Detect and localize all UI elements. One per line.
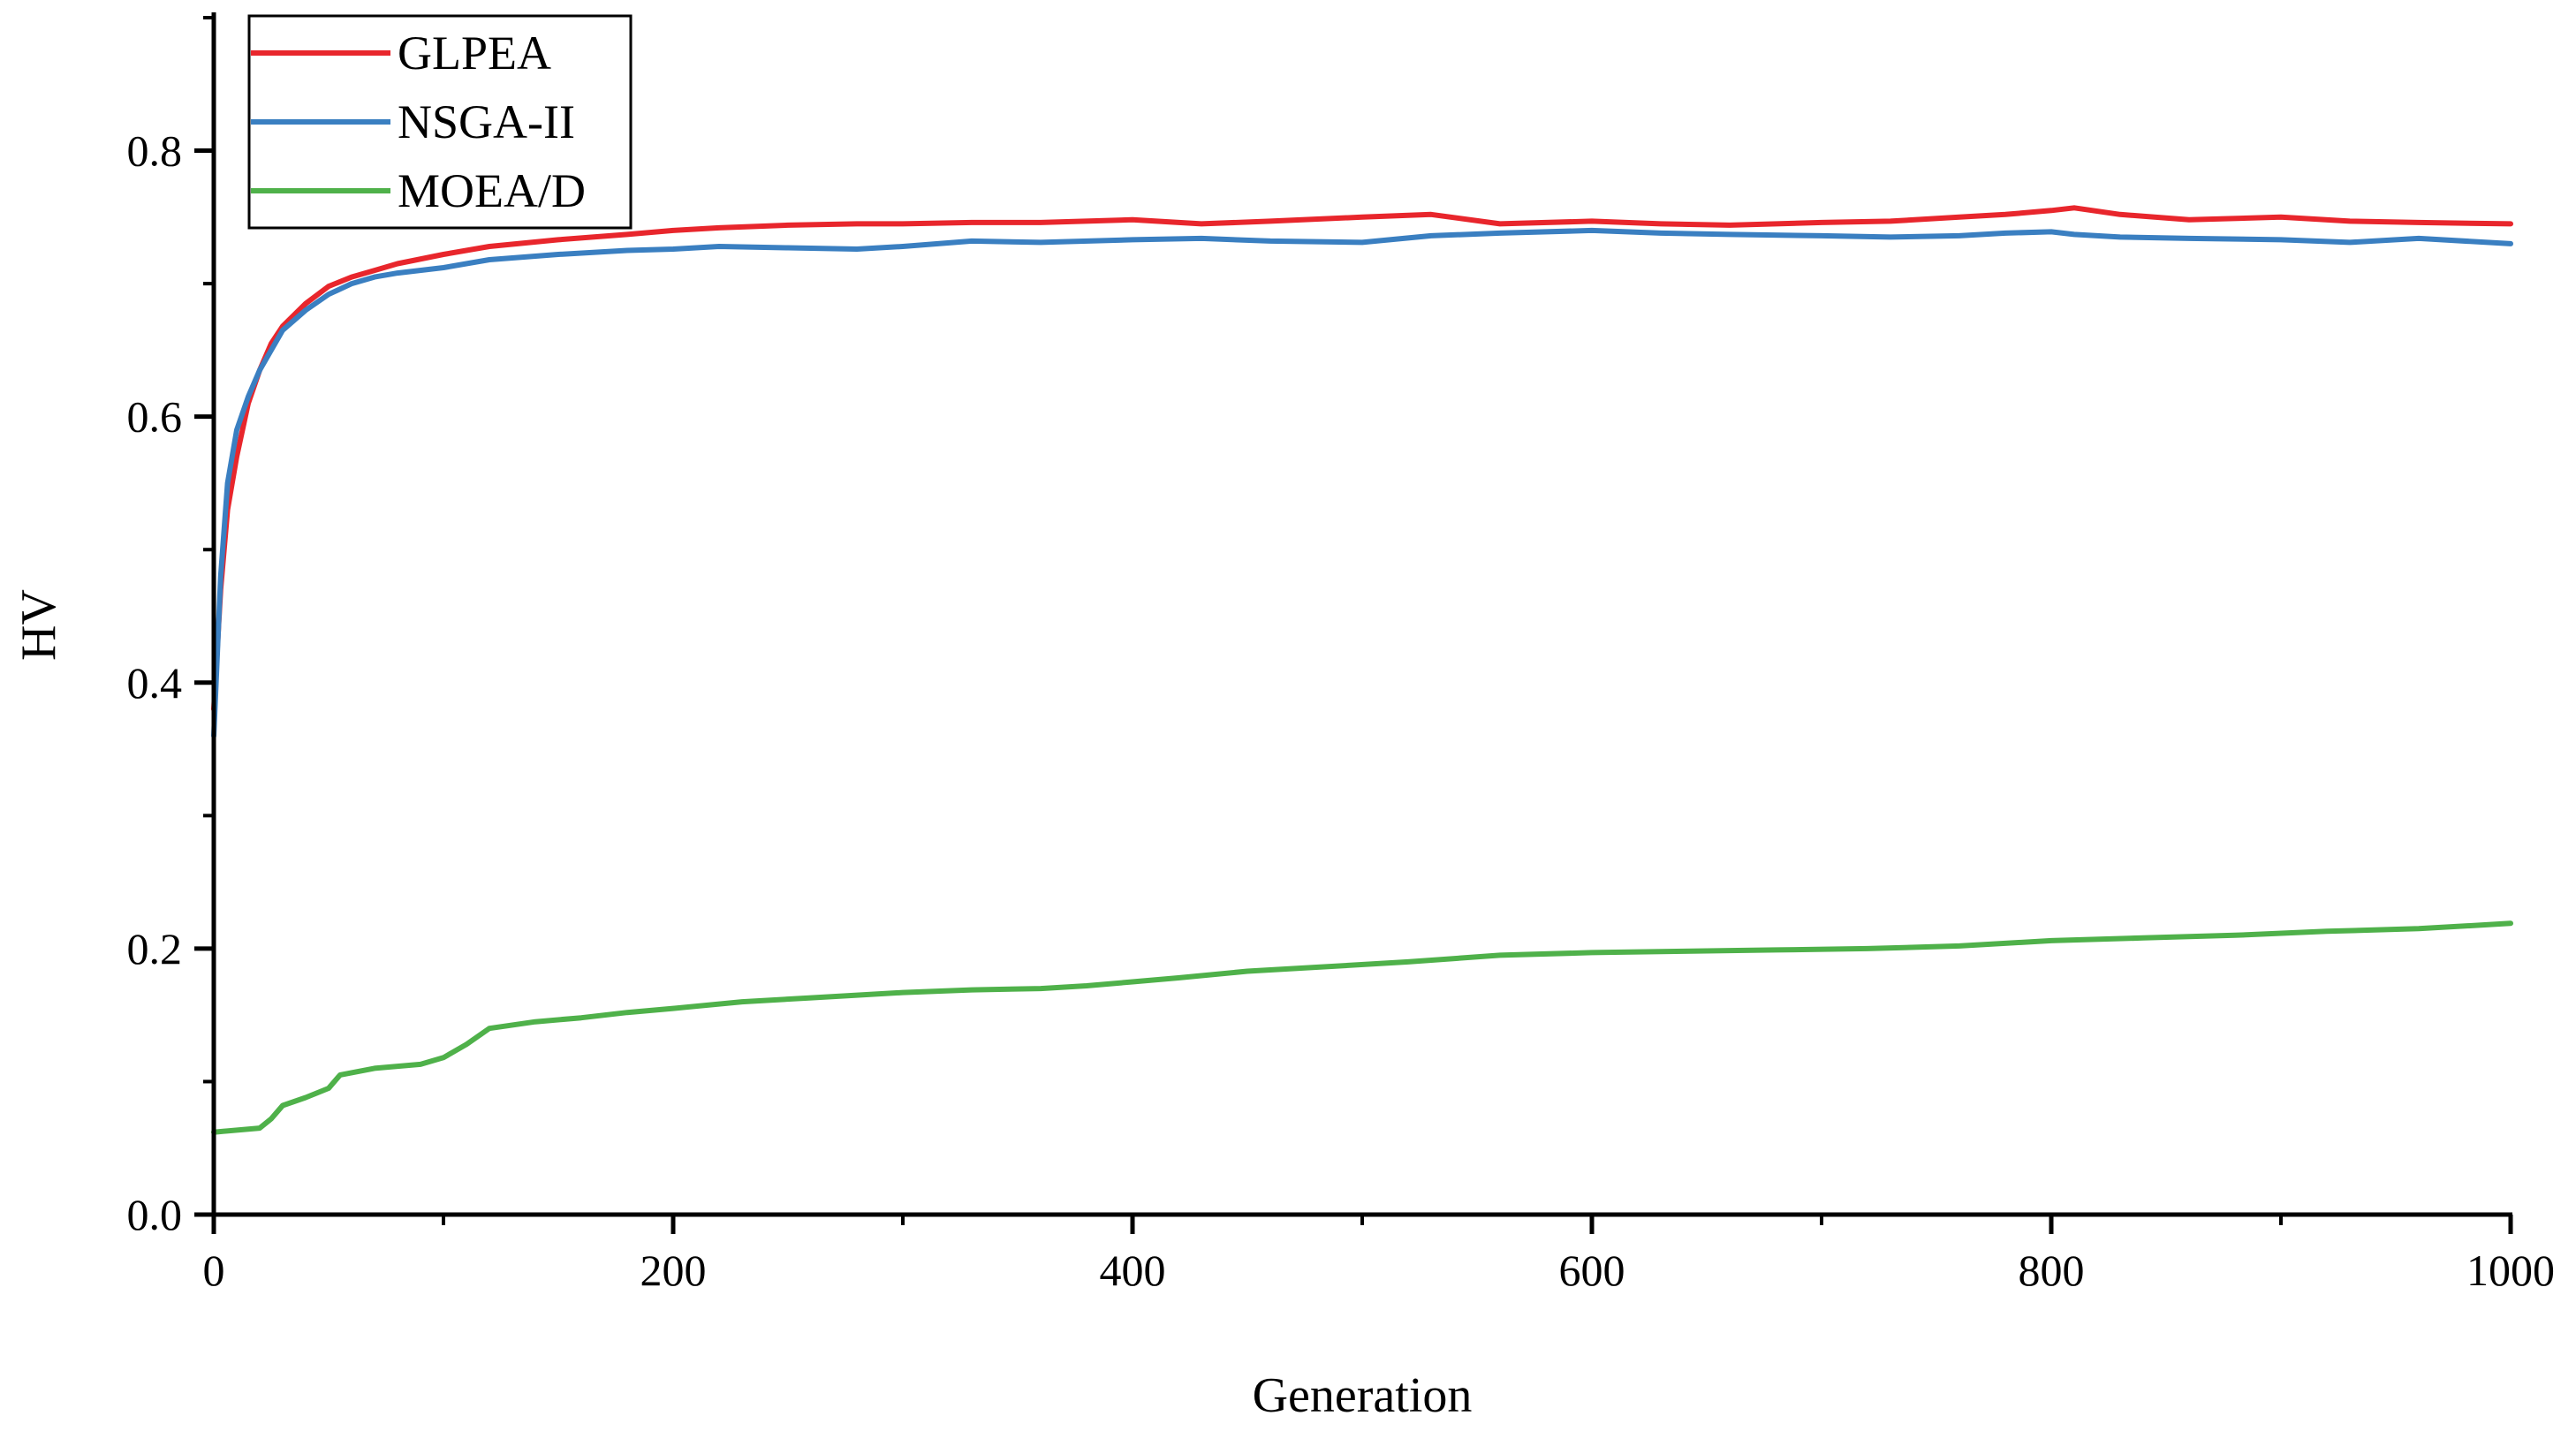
y-tick-label: 0.0 [127,1190,183,1239]
y-tick-label: 0.4 [127,658,183,708]
y-tick-label: 0.2 [127,924,183,973]
y-axis-title: HV [11,589,66,661]
x-axis-title: Generation [1253,1368,1473,1423]
series-line-3 [211,920,2513,1135]
x-tick-label: 1000 [2466,1246,2555,1295]
legend: GLPEA NSGA-II MOEA/D [247,14,633,230]
x-tick-label: 400 [1100,1246,1166,1295]
plot-lines [211,205,2513,1135]
x-tick-label: 0 [203,1246,225,1295]
series-line-1 [211,205,2513,712]
tick-labels: 0 200 400 600 800 1000 0.0 0.2 0.4 0.6 0.8 [127,126,2556,1295]
x-tick-label: 600 [1559,1246,1625,1295]
x-tick-label: 200 [640,1246,707,1295]
legend-label: NSGA-II [398,95,575,148]
tick-marks [194,16,2513,1234]
y-tick-label: 0.6 [127,392,183,442]
x-tick-label: 800 [2019,1246,2085,1295]
legend-label: GLPEA [398,26,551,80]
y-tick-label: 0.8 [127,126,183,176]
legend-label: MOEA/D [398,164,586,217]
series-line-2 [211,227,2513,738]
